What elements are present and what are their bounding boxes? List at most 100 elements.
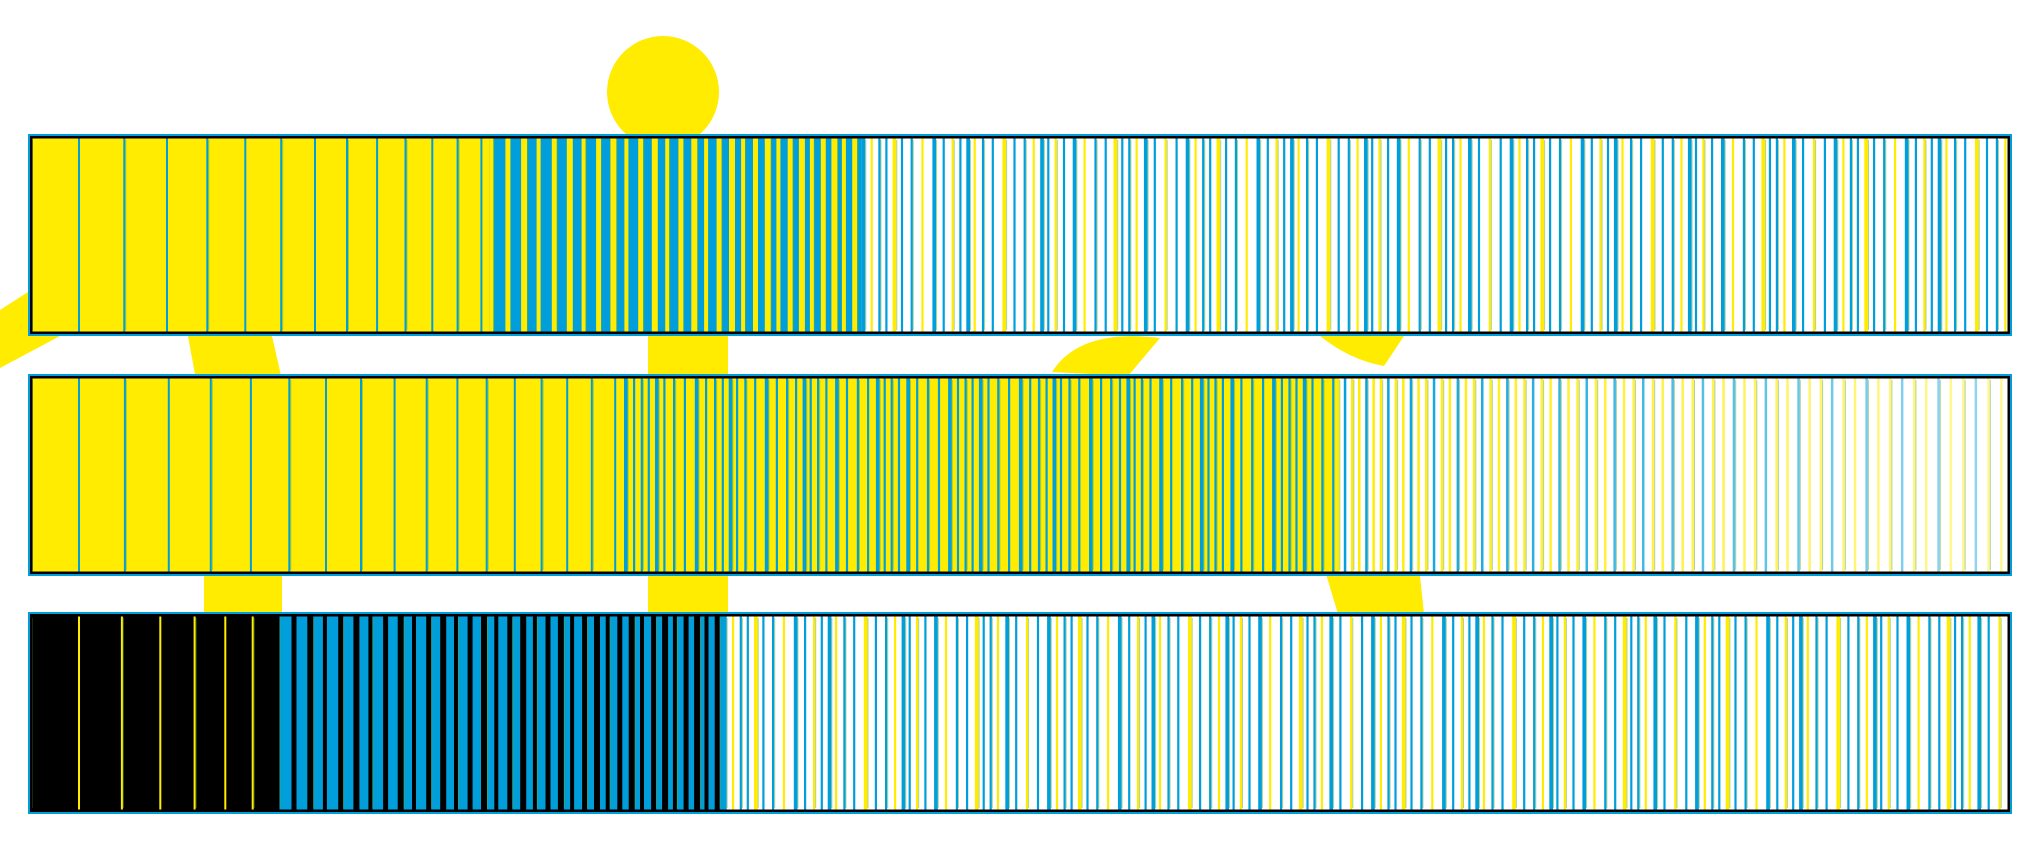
stripe-bar — [209, 378, 212, 572]
stripe-bar — [1140, 378, 1143, 572]
stripe-bar — [1533, 138, 1536, 332]
stripe-bar — [1170, 378, 1173, 572]
stripe-bar — [1671, 378, 1674, 572]
stripe-bar — [1630, 616, 1633, 810]
stripe-bar — [845, 378, 849, 572]
stripe-bar — [754, 616, 758, 810]
stripe-bar — [1906, 616, 1911, 810]
stripe-bar — [581, 138, 586, 332]
stripe-tick — [1130, 380, 1132, 570]
stripe-tick — [880, 140, 882, 330]
stripe-bar — [1448, 378, 1452, 572]
stripe-tick — [1081, 618, 1083, 808]
stripe-bar — [1086, 616, 1089, 810]
stripe-bar — [481, 616, 487, 810]
stripe-bar — [705, 378, 708, 572]
stripe-bar — [640, 378, 643, 572]
stripe-bar — [1191, 378, 1194, 572]
stripe-bar — [251, 616, 254, 810]
stripe-bar — [1847, 616, 1850, 810]
stripe-bar — [1888, 378, 1892, 572]
stripe-bar — [934, 616, 938, 810]
stripe-bar — [1644, 616, 1647, 810]
stripe-bar — [1269, 616, 1272, 810]
stripe-tick — [1950, 618, 1952, 808]
stripe-bar — [894, 616, 897, 810]
stripe-bar — [1912, 378, 1916, 572]
stripe-bar — [1290, 616, 1293, 810]
stripe-bar — [802, 378, 807, 572]
stripe-bar — [1523, 616, 1526, 810]
stripe-tick — [719, 618, 721, 808]
stripe-bar — [782, 616, 785, 810]
stripe-bar — [1387, 616, 1390, 810]
stripe-tick — [1565, 618, 1567, 808]
stripe-bar — [1063, 616, 1066, 810]
stripe-bar — [1379, 378, 1383, 572]
strip-middle — [28, 374, 2012, 576]
stripe-tick — [1234, 380, 1236, 570]
stripe-bar — [966, 138, 970, 332]
stripe-bar — [1937, 378, 1940, 572]
stripe-bar — [704, 138, 709, 332]
stripe-bar — [1394, 616, 1397, 810]
stripe-tick — [792, 140, 794, 330]
stripe-bar — [1685, 616, 1688, 810]
stripe-bar — [1764, 378, 1768, 572]
stripe-bar — [1258, 616, 1262, 810]
stripe-bar — [1256, 138, 1261, 332]
stripe-tick — [1189, 140, 1191, 330]
stripe-tick — [697, 140, 699, 330]
stripe-tick — [1673, 380, 1675, 570]
stripe-tick — [857, 140, 859, 330]
strip-segment — [861, 136, 2010, 334]
stripe-tick — [2000, 618, 2002, 808]
stripe-bar — [1961, 616, 1964, 810]
stripe-bar — [1133, 378, 1136, 572]
stripe-bar — [557, 616, 564, 810]
stripe-tick — [290, 380, 292, 570]
stripe-bar — [1356, 138, 1359, 332]
stripe-tick — [1868, 140, 1869, 330]
stripe-tick — [675, 380, 677, 570]
stripe-tick — [487, 618, 488, 808]
stripe-bar — [244, 138, 247, 332]
stripe-tick — [1617, 140, 1619, 330]
stripe-bar — [353, 616, 360, 810]
stripe-bar — [1321, 378, 1324, 572]
stripe-tick — [1765, 140, 1767, 330]
stripe-bar — [78, 616, 80, 810]
stripe-bar — [1582, 616, 1587, 810]
stripe-tick — [797, 618, 799, 808]
stripe-tick — [770, 140, 772, 330]
stripe-bar — [551, 138, 557, 332]
stripe-tick — [1374, 618, 1376, 808]
stripe-bar — [1460, 616, 1463, 810]
stripe-bar — [1194, 138, 1197, 332]
stripe-bar — [1823, 138, 1826, 332]
stripe-tick — [1729, 618, 1731, 808]
stripe-tick — [487, 380, 489, 570]
stripe-bar — [1280, 378, 1283, 572]
stripe-bar — [1364, 138, 1368, 332]
stripe-bar — [1914, 138, 1917, 332]
stripe-bar — [1701, 378, 1705, 572]
stripe-bar — [885, 616, 888, 810]
stripe-tick — [1253, 380, 1255, 570]
stripe-tick — [1817, 618, 1819, 808]
stripe-tick — [1352, 618, 1354, 808]
stripe-tick — [1844, 380, 1846, 570]
stripe-bar — [1661, 138, 1664, 332]
stripe-bar — [1181, 378, 1184, 572]
stripe-bar — [841, 138, 846, 332]
stripe-bar — [1078, 378, 1081, 572]
stripe-tick — [1508, 380, 1510, 570]
stripe-bar — [485, 378, 488, 572]
stripe-bar — [971, 378, 974, 572]
stripe-bar — [852, 138, 858, 332]
stripe-bar — [1216, 138, 1221, 332]
stripe-bar — [1651, 378, 1655, 572]
stripe-bar — [1731, 138, 1735, 332]
stripe-bar — [1806, 616, 1809, 810]
segment-fill — [861, 136, 2010, 334]
